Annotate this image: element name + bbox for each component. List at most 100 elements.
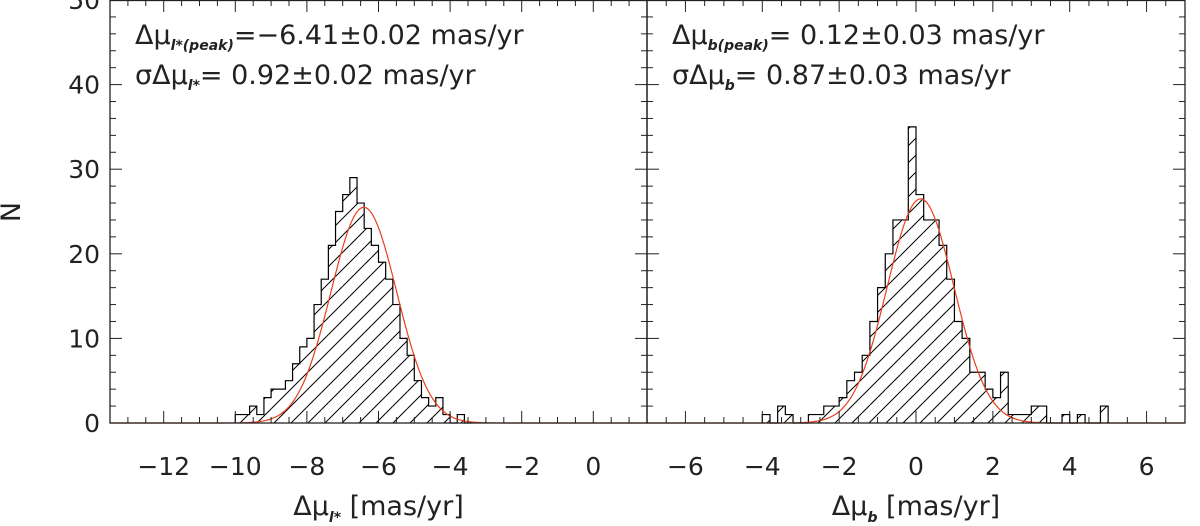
- histogram-bar: [954, 321, 963, 423]
- histogram-bar: [256, 414, 264, 423]
- histogram-bar: [235, 414, 250, 423]
- histogram-bar: [908, 126, 916, 424]
- histogram-bar: [271, 389, 279, 423]
- annotation-subscript: b: [725, 78, 735, 94]
- y-tick-label: 50: [68, 0, 100, 15]
- histogram-bar: [846, 380, 855, 423]
- histogram-bar: [285, 380, 293, 423]
- annotation-text: Δμb(peak)= 0.12±0.03 mas/yr: [672, 20, 1045, 54]
- histogram-bar: [785, 414, 794, 423]
- histogram-bar: [854, 372, 863, 423]
- histogram-bar: [946, 279, 955, 423]
- x-tick-label: −4: [432, 452, 469, 481]
- annotation-text: Δμl*(peak)=−6.41±0.02 mas/yr: [135, 20, 525, 54]
- histogram-bar: [939, 245, 947, 423]
- histogram-bar: [385, 279, 393, 423]
- y-axis-label: N: [0, 202, 27, 222]
- y-tick-label: 30: [68, 155, 100, 184]
- x-tick-label: 6: [1139, 452, 1155, 481]
- histogram-bar: [762, 414, 770, 423]
- annotation-subscript: b(peak): [708, 38, 769, 54]
- annotation-value: =−6.41±0.02 mas/yr: [234, 20, 525, 51]
- histogram-bar: [977, 372, 986, 423]
- histogram-bar: [249, 406, 257, 423]
- annotation-value: = 0.92±0.02 mas/yr: [200, 60, 477, 91]
- histogram-bar: [342, 194, 350, 423]
- annotation-text: σΔμl*= 0.92±0.02 mas/yr: [135, 60, 477, 94]
- histogram-bar: [1038, 406, 1047, 423]
- histogram-bar: [442, 414, 451, 423]
- histogram-bar: [399, 338, 408, 423]
- histogram-bar: [900, 219, 909, 423]
- x-tick-label: −12: [137, 452, 190, 481]
- histogram-bar: [808, 414, 817, 423]
- histogram-bar: [371, 245, 379, 423]
- histogram-bar: [321, 279, 329, 423]
- histogram-outline: [234, 177, 472, 424]
- histogram-bar: [985, 389, 993, 423]
- x-tick-label: −2: [821, 452, 858, 481]
- histogram-bar: [349, 177, 358, 423]
- histogram-bar: [328, 245, 336, 423]
- histogram-bar: [457, 414, 465, 423]
- x-tick-label: −4: [744, 452, 781, 481]
- annotation-value: = 0.87±0.03 mas/yr: [735, 60, 1012, 91]
- x-tick-label: −2: [503, 452, 540, 481]
- histogram-bar: [1062, 414, 1070, 423]
- histogram-bar: [299, 346, 307, 423]
- annotation-prefix: Δμ: [672, 20, 708, 51]
- histogram-bar: [1100, 406, 1109, 423]
- histogram-bar: [969, 372, 978, 423]
- x-axis-label-unit: [mas/yr]: [341, 491, 464, 522]
- annotation-prefix: Δμ: [135, 20, 171, 51]
- histogram-bar: [364, 228, 372, 423]
- x-axis-label-main: Δμ: [832, 491, 868, 522]
- annotation-value: = 0.12±0.03 mas/yr: [769, 20, 1046, 51]
- x-axis-label-unit: [mas/yr]: [877, 491, 1000, 522]
- x-axis-label-main: Δμ: [293, 491, 329, 522]
- histogram-bar: [916, 194, 924, 423]
- x-tick-label: 2: [985, 452, 1001, 481]
- y-tick-label: 0: [84, 409, 100, 438]
- x-axis-label-sub: l*: [329, 510, 342, 526]
- annotation-prefix: σΔμ: [135, 60, 188, 91]
- histogram-bar: [1031, 406, 1039, 423]
- histogram-bar: [823, 406, 832, 423]
- histogram-bar: [862, 355, 870, 423]
- x-tick-label: −8: [288, 452, 325, 481]
- histogram-bar: [931, 219, 940, 423]
- annotation-subscript: l*: [188, 78, 201, 94]
- histogram-bar: [777, 406, 786, 423]
- histogram-bar: [885, 253, 893, 423]
- y-tick-label: 10: [68, 324, 100, 353]
- histogram-bar: [378, 262, 386, 423]
- x-tick-label: 4: [1062, 452, 1078, 481]
- histogram-bar: [892, 219, 901, 423]
- x-tick-label: −10: [209, 452, 262, 481]
- histogram-bar: [435, 397, 443, 423]
- annotation-prefix: σΔμ: [672, 60, 725, 91]
- x-axis-label: Δμl* [mas/yr]: [293, 491, 464, 526]
- histogram-bar: [923, 219, 932, 423]
- y-tick-label: 20: [68, 240, 100, 269]
- histogram-bar: [992, 397, 1001, 423]
- histogram-bar: [869, 321, 878, 423]
- histogram-bar: [421, 397, 429, 423]
- x-tick-label: −6: [360, 452, 397, 481]
- x-axis-label-sub: b: [867, 510, 877, 526]
- histogram-bar: [263, 397, 272, 423]
- x-tick-label: 0: [908, 452, 924, 481]
- histogram-bar: [839, 397, 847, 423]
- annotation-subscript: l*(peak): [171, 38, 234, 54]
- histogram-bar: [335, 211, 343, 423]
- histogram-bar: [1077, 414, 1086, 423]
- histogram-bar: [407, 355, 415, 423]
- histogram-bar: [962, 338, 970, 423]
- annotation-text: σΔμb= 0.87±0.03 mas/yr: [672, 60, 1011, 94]
- histogram-bar: [877, 287, 886, 423]
- histogram-bar: [357, 203, 365, 423]
- histogram-bar: [1000, 372, 1009, 423]
